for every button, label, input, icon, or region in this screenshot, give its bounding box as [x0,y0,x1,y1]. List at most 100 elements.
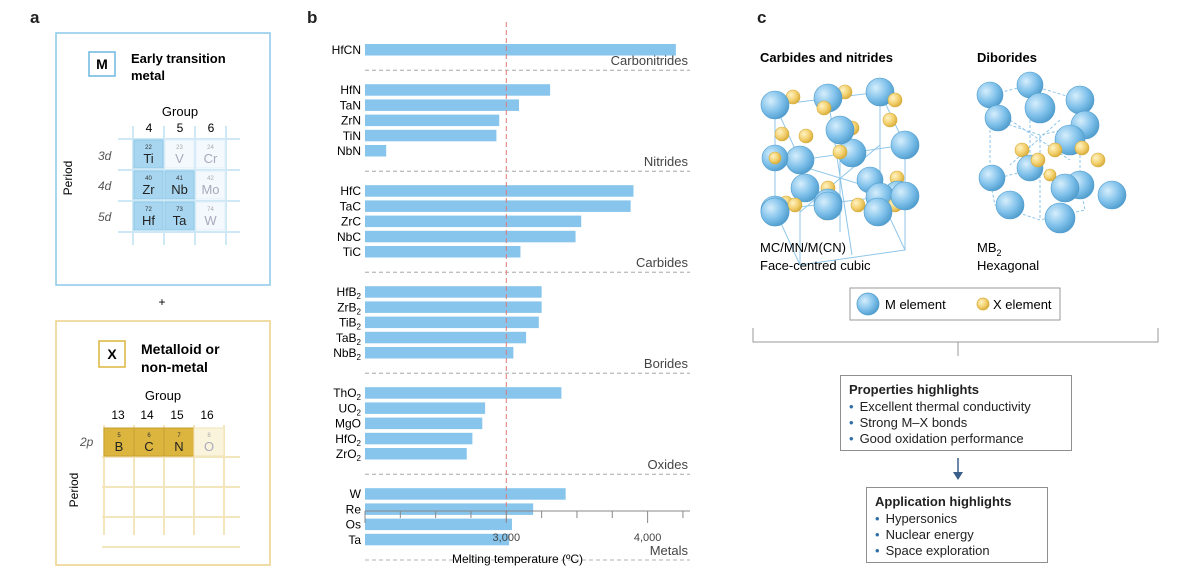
bar-ta [365,533,510,546]
bar-label: NbB2 [333,346,361,362]
atomic-number-cr: 24 [207,145,214,151]
element-symbol-nb: Nb [171,182,188,197]
m-atom [1065,85,1095,115]
bar-label: ZrB2 [337,300,361,316]
legend-x-element: X element [993,297,1052,312]
group-14: 14 [140,408,154,422]
bar-hfcn [365,44,676,56]
m-atom [760,197,790,227]
bar-uo2 [365,402,486,414]
m-title-line2: metal [131,68,165,83]
bar-label: Ta [348,533,361,547]
panel-label-c: c [757,8,767,27]
x-atom [1043,168,1057,182]
element-symbol-ta: Ta [173,213,188,228]
legend: M element X element [849,287,1061,321]
element-cell-nb [164,170,195,200]
element-cell-ta [164,201,195,231]
properties-highlights-box: Properties highlights Excellent thermal … [840,375,1072,451]
m-atom [1024,92,1056,124]
group-label-carbonitrides: Carbonitrides [611,53,689,68]
bar-w [365,488,566,500]
element-cell-v [164,139,195,169]
bar-label: Os [346,518,361,532]
x-badge: X [107,346,117,362]
bar-label: ThO2 [333,386,361,402]
group-label-borides: Borides [644,356,689,371]
element-symbol-hf: Hf [142,213,155,228]
bar-mgo [365,417,483,430]
x-element-swatch [976,297,990,311]
x-axis-label: Melting temperature (ºC) [452,552,583,566]
element-cell-mo [195,170,226,200]
early-transition-metal-box: M Early transition metal Group 4 5 6 Per… [55,32,271,286]
group-label-nitrides: Nitrides [644,154,689,169]
m-atom [760,90,790,120]
element-symbol-cr: Cr [204,151,218,166]
bar-zrc [365,215,582,228]
bar-hfb2 [365,286,542,298]
bar-label: TiB2 [339,316,362,332]
element-symbol-w: W [204,213,217,228]
x-atom [1047,142,1063,158]
bar-label: Re [346,502,362,516]
x-atom [774,126,790,142]
atomic-number-mo: 42 [207,176,214,182]
bar-tac [365,200,631,212]
m-atom [1044,202,1076,234]
bar-label: HfB2 [337,285,362,301]
plus-sign: + [158,295,165,309]
atomic-number-ti: 22 [145,145,152,151]
bar-tho2 [365,387,562,399]
bar-label: HfC [340,184,361,198]
legend-m-element: M element [885,297,946,312]
m-atom [1050,173,1080,203]
x-atom [787,197,803,213]
bar-nbc [365,230,576,243]
m-group-label: Group [162,104,198,119]
atomic-number-o: 8 [207,433,211,439]
bar-label: NbC [337,230,361,244]
atomic-number-c: 6 [147,433,151,439]
x-atom [887,92,903,108]
down-arrow-icon [953,458,963,480]
bar-label: ZrN [341,114,361,128]
bar-label: TaN [340,98,361,112]
bar-label: TaC [340,199,362,213]
hex-caption-line1: MB2 [977,240,1002,258]
group-13: 13 [111,408,125,422]
x-title-line1: Metalloid or [141,341,220,357]
metalloid-box: X Metalloid or non-metal Group 13 14 15 … [55,320,271,566]
fcc-atoms [760,77,920,227]
element-symbol-n: N [174,439,183,454]
bar-label: ZrC [341,215,361,229]
bar-label: TaB2 [336,331,362,347]
x-atom [1074,140,1090,156]
element-symbol-v: V [175,151,184,166]
bar-os [365,518,512,531]
bar-hfo2 [365,432,473,445]
group-15: 15 [170,408,184,422]
m-element-swatch [856,292,880,316]
m-atom [813,191,843,221]
bar-label: UO2 [339,401,362,417]
group-4: 4 [146,121,153,135]
m-atom [978,164,1006,192]
x-tick-label: 3,000 [493,532,521,544]
fcc-caption-line2: Face-centred cubic [760,258,871,273]
property-item: Excellent thermal conductivity [849,399,1063,415]
element-symbol-b: B [115,439,124,454]
bar-re [365,503,534,515]
fcc-caption-line1: MC/MN/M(CN) [760,240,846,255]
bar-label: HfO2 [335,432,361,448]
element-cell-c [133,427,165,457]
element-cell-cr [195,139,226,169]
hexagonal-atoms [976,71,1127,234]
hexagonal-structure-title: Diborides [977,50,1037,65]
group-label-carbides: Carbides [636,255,689,270]
m-atom [984,104,1012,132]
bar-label: TiC [343,245,362,259]
group-6: 6 [208,121,215,135]
bar-hfc [365,185,634,197]
property-item: Strong M–X bonds [849,415,1063,431]
